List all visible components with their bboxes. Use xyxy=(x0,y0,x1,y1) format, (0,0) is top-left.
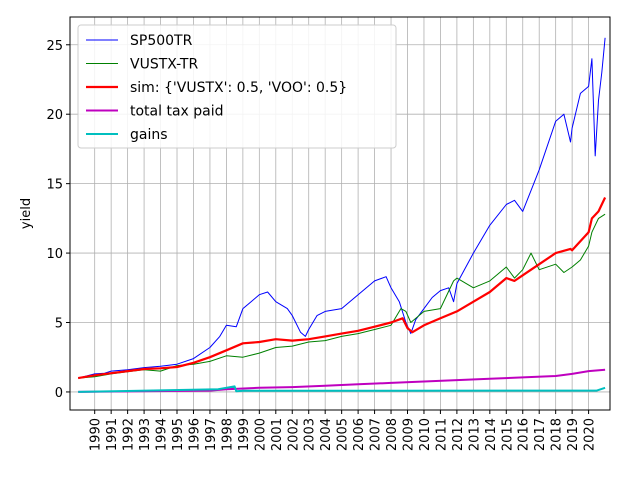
legend-label: total tax paid xyxy=(130,104,224,120)
y-tick-label: 10 xyxy=(46,247,63,262)
x-tick-label: 2018 xyxy=(550,418,565,451)
x-tick-label: 1996 xyxy=(187,418,202,451)
x-tick-label: 1999 xyxy=(237,418,252,451)
series-line-2 xyxy=(78,197,607,380)
x-tick-label: 2003 xyxy=(303,418,318,451)
x-tick-label: 2008 xyxy=(385,418,400,451)
x-tick-label: 2010 xyxy=(418,418,433,451)
y-tick-label: 20 xyxy=(46,108,63,123)
x-tick-label: 1998 xyxy=(220,418,235,451)
x-tick-label: 2020 xyxy=(583,418,598,451)
y-tick-label: 5 xyxy=(55,317,63,332)
series-line-0 xyxy=(78,37,606,379)
x-tick-label: 1990 xyxy=(89,418,104,451)
y-axis-label: yield xyxy=(19,198,34,229)
plot-frame xyxy=(69,16,611,411)
x-tick-label: 2009 xyxy=(402,418,417,451)
legend-label: SP500TR xyxy=(130,33,193,49)
legend-label: gains xyxy=(130,127,168,143)
x-tick-label: 2016 xyxy=(517,418,532,451)
x-tick-label: 2007 xyxy=(369,418,384,451)
x-tick-label: 2011 xyxy=(434,418,449,451)
x-tick-label: 2017 xyxy=(533,418,548,451)
legend-label: sim: {'VUSTX': 0.5, 'VOO': 0.5} xyxy=(130,80,347,96)
x-tick-label: 1994 xyxy=(155,418,170,451)
x-tick-label: 2001 xyxy=(270,418,285,451)
x-tick-label: 2006 xyxy=(352,418,367,451)
y-tick-label: 0 xyxy=(55,386,63,401)
x-tick-label: 2012 xyxy=(451,418,466,451)
y-tick-label: 15 xyxy=(46,178,63,193)
x-tick-label: 2004 xyxy=(319,418,334,451)
x-tick-label: 2015 xyxy=(500,418,515,451)
legend-box xyxy=(77,24,397,149)
series-line-3 xyxy=(78,368,606,393)
y-tick-label: 25 xyxy=(46,39,63,54)
x-tick-label: 1992 xyxy=(122,418,137,451)
x-tick-label: 1991 xyxy=(105,418,120,451)
x-tick-label: 1995 xyxy=(171,418,186,451)
x-tick-label: 2019 xyxy=(566,418,581,451)
x-tick-label: 2002 xyxy=(286,418,301,451)
legend-label: VUSTX-TR xyxy=(130,57,198,73)
x-tick-label: 2000 xyxy=(253,418,268,451)
x-tick-label: 2005 xyxy=(336,418,351,451)
y-axis-ticks: 0 5 10 15 20 25 xyxy=(46,39,70,401)
x-tick-label: 1997 xyxy=(204,418,219,451)
x-axis-ticks: 1990 1991 1992 1993 1994 1995 1996 1997 1998 1999… xyxy=(89,410,598,451)
x-tick-label: 2013 xyxy=(467,418,482,451)
x-tick-label: 2014 xyxy=(484,418,499,451)
x-tick-label: 1993 xyxy=(138,418,153,451)
series-line-4 xyxy=(78,385,606,393)
legend: SP500TR VUSTX-TR sim: {'VUSTX': 0.5, 'VOO'… xyxy=(77,24,397,149)
series-group xyxy=(78,37,607,393)
